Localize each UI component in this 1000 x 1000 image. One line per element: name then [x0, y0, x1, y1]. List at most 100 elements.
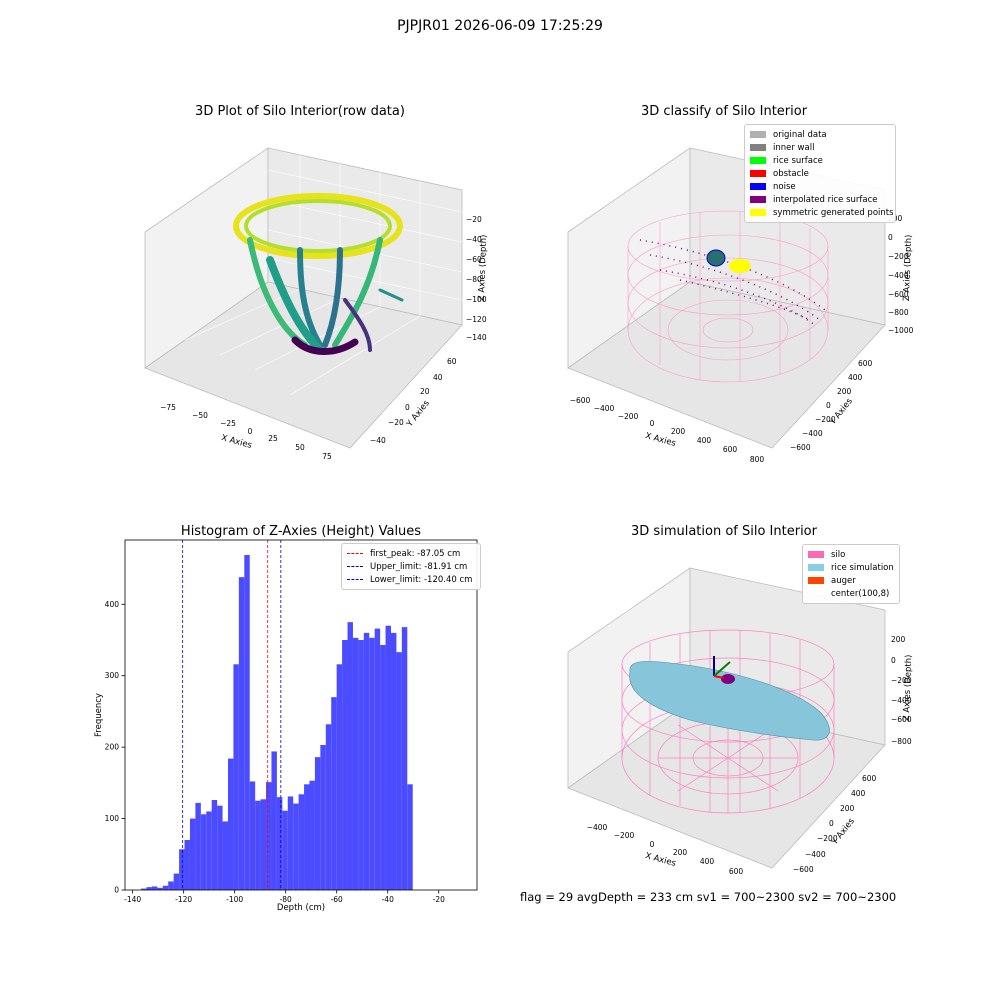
hist-y-label: Frequency	[94, 693, 104, 737]
svg-text:60: 60	[447, 357, 457, 366]
hist-bar	[363, 632, 370, 890]
svg-text:600: 600	[723, 445, 738, 454]
plot2-noise-cluster	[706, 249, 726, 267]
svg-text:50: 50	[295, 443, 305, 452]
hist-vlines	[182, 540, 282, 890]
hist-bar	[380, 645, 386, 890]
legend-swatch	[750, 183, 766, 190]
svg-text:200: 200	[840, 804, 855, 813]
plot4-auger-blob	[721, 674, 735, 684]
hist-bar	[342, 640, 348, 890]
svg-text:800: 800	[750, 455, 765, 464]
svg-text:400: 400	[851, 789, 866, 798]
svg-text:−200: −200	[618, 412, 639, 421]
svg-text:−600: −600	[888, 290, 909, 299]
hist-bar	[336, 664, 343, 890]
legend-item: Lower_limit: -120.40 cm	[347, 573, 475, 586]
svg-text:−400: −400	[805, 850, 826, 859]
legend-item: center(100,8)	[808, 587, 894, 600]
plot2-z-label: Z Axies (Depth)	[902, 234, 914, 301]
svg-text:−20: −20	[466, 215, 482, 224]
svg-text:0: 0	[829, 819, 834, 828]
svg-text:−20: −20	[388, 418, 404, 427]
hist-bar	[206, 811, 212, 890]
hist-legend: first_peak: -87.05 cm Upper_limit: -81.9…	[341, 543, 481, 590]
svg-text:−120: −120	[466, 315, 487, 324]
plot4-axis-x	[713, 675, 725, 679]
svg-text:−400: −400	[587, 823, 608, 832]
hist-bar	[304, 784, 310, 890]
hist-bar	[222, 821, 228, 890]
plot1-point-cloud	[233, 193, 404, 355]
svg-text:−25: −25	[220, 419, 236, 428]
hist-bar	[162, 885, 169, 890]
legend-line	[347, 553, 363, 554]
hist-bar	[179, 849, 185, 890]
hist-bar	[217, 805, 223, 890]
svg-text:−100: −100	[466, 295, 487, 304]
hist-bar	[184, 840, 190, 890]
hist-bar	[314, 757, 321, 890]
hist-bar	[211, 800, 218, 890]
hist-bar	[151, 886, 158, 890]
plot4-title: 3D simulation of Silo Interior	[631, 524, 817, 539]
status-footer: flag = 29 avgDepth = 233 cm sv1 = 700~23…	[520, 890, 897, 904]
legend-swatch	[808, 577, 824, 584]
hist-bar	[293, 803, 299, 890]
legend-item: inner wall	[750, 141, 890, 154]
svg-text:75: 75	[322, 452, 332, 461]
hist-bar	[390, 632, 397, 890]
svg-text:−140: −140	[466, 333, 487, 342]
hist-bar	[282, 810, 288, 890]
svg-text:0: 0	[826, 401, 831, 410]
svg-text:−400: −400	[891, 696, 912, 705]
hist-bar	[195, 802, 201, 890]
plot1-floor-pane	[144, 281, 463, 449]
hist-bar	[298, 794, 305, 890]
legend-item: symmetric generated points	[750, 206, 894, 219]
hist-y-tick-label: 200	[105, 743, 120, 752]
svg-text:200: 200	[671, 427, 686, 436]
svg-text:200: 200	[837, 387, 852, 396]
hist-bar	[233, 664, 239, 890]
hist-bar	[141, 888, 147, 890]
hist-bar	[374, 628, 381, 890]
hist-x-tick-label: -140	[124, 895, 141, 904]
svg-text:−200: −200	[817, 834, 838, 843]
legend-line	[347, 566, 363, 567]
plot1-title: 3D Plot of Silo Interior(row data)	[195, 104, 405, 119]
legend-swatch	[750, 131, 766, 138]
legend-swatch	[808, 590, 824, 597]
hist-x-label: Depth (cm)	[277, 903, 325, 913]
hist-bar	[276, 797, 283, 890]
hist-bar	[238, 577, 245, 890]
hist-bar	[157, 887, 163, 890]
legend-item: first_peak: -87.05 cm	[347, 547, 475, 560]
svg-text:−600: −600	[790, 443, 811, 452]
svg-text:20: 20	[420, 387, 430, 396]
plot2-floor-pane	[567, 281, 886, 449]
svg-text:−40: −40	[466, 235, 482, 244]
hist-bar	[168, 881, 174, 890]
hist-bar	[331, 697, 337, 890]
svg-text:600: 600	[862, 774, 877, 783]
svg-text:0: 0	[405, 403, 410, 412]
svg-text:200: 200	[673, 848, 688, 857]
legend-swatch	[750, 144, 766, 151]
legend-item: Upper_limit: -81.91 cm	[347, 560, 475, 573]
legend-item: interpolated rice surface	[750, 193, 890, 206]
hist-bar	[200, 814, 207, 890]
svg-text:−80: −80	[466, 275, 482, 284]
svg-text:600: 600	[858, 359, 873, 368]
svg-text:−200: −200	[888, 252, 909, 261]
plot4-axis-y	[713, 661, 731, 677]
hist-x-ticks: -140 -120 -100 -80 -60 -40 -20	[124, 890, 445, 904]
plot4-rice-surface	[629, 661, 830, 741]
svg-text:−75: −75	[160, 403, 176, 412]
svg-text:−40: −40	[370, 436, 386, 445]
legend-swatch	[750, 170, 766, 177]
svg-text:600: 600	[729, 867, 744, 876]
legend-swatch	[750, 157, 766, 164]
hist-x-tick-label: -100	[226, 895, 243, 904]
